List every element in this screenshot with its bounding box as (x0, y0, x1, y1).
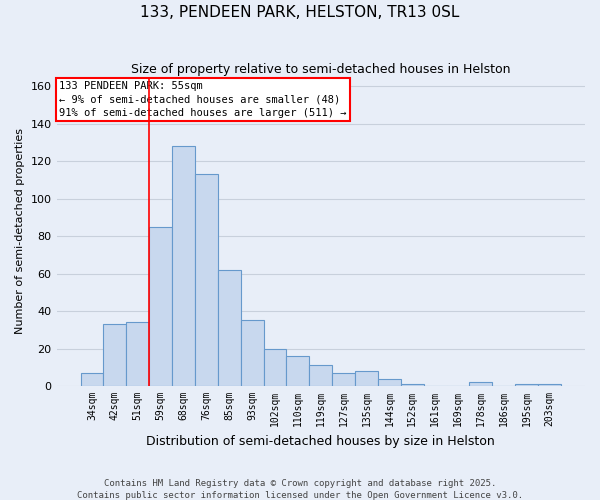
Bar (172, 146, 195, 386)
Bar (195, 174, 218, 386)
Text: 133, PENDEEN PARK, HELSTON, TR13 0SL: 133, PENDEEN PARK, HELSTON, TR13 0SL (140, 5, 460, 20)
Y-axis label: Number of semi-detached properties: Number of semi-detached properties (15, 128, 25, 334)
Title: Size of property relative to semi-detached houses in Helston: Size of property relative to semi-detach… (131, 62, 511, 76)
Bar (332, 373, 355, 386)
Bar (241, 320, 263, 386)
Text: Contains HM Land Registry data © Crown copyright and database right 2025.
Contai: Contains HM Land Registry data © Crown c… (77, 478, 523, 500)
Bar (263, 348, 286, 386)
Bar (127, 322, 149, 386)
Bar (355, 371, 378, 386)
Bar (538, 384, 561, 386)
Bar (103, 324, 127, 386)
Bar (310, 366, 332, 386)
Bar (218, 270, 241, 386)
Bar (401, 384, 424, 386)
X-axis label: Distribution of semi-detached houses by size in Helston: Distribution of semi-detached houses by … (146, 434, 495, 448)
Bar (286, 356, 310, 386)
Bar (149, 226, 172, 386)
Bar (378, 378, 401, 386)
Bar (469, 382, 493, 386)
Bar (515, 384, 538, 386)
Bar (80, 373, 103, 386)
Text: 133 PENDEEN PARK: 55sqm
← 9% of semi-detached houses are smaller (48)
91% of sem: 133 PENDEEN PARK: 55sqm ← 9% of semi-det… (59, 82, 347, 118)
